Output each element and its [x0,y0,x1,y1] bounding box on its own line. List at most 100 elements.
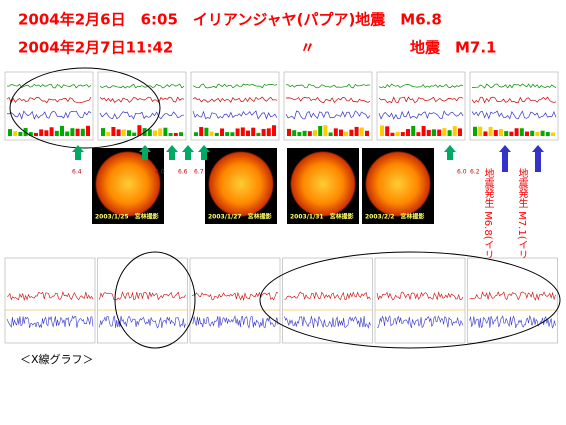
arrow-label: 4.0 [155,169,165,176]
panel [189,257,281,344]
sun [208,151,274,217]
bar [545,132,550,136]
panel [467,257,558,344]
bar [385,126,390,136]
bar [246,130,250,136]
highlight-ellipse [114,251,196,349]
arrow-head [499,145,511,152]
bar [432,129,436,136]
bar [235,128,240,136]
trace [469,291,556,301]
bar [525,131,529,136]
panel [376,71,466,141]
trace [471,83,557,89]
trace [191,314,279,329]
panel [190,71,280,141]
title-line-2-event: 地震 M7.1 [410,39,497,57]
bar [272,125,276,136]
bar [380,125,384,136]
arrow-label: 6.7 [194,169,204,176]
bar [261,128,266,136]
bar [179,132,183,136]
trace [284,315,371,329]
trace [99,315,186,329]
arrow-shaft [201,151,207,160]
bar [488,126,493,136]
trace [285,96,371,104]
bar [307,131,312,136]
bar [194,132,198,136]
bar [163,127,168,136]
bar [359,127,364,136]
bar [147,129,152,136]
title-line-2-ditto: 〃 [300,39,315,57]
trace [192,83,278,89]
bar [18,131,23,136]
sun [95,151,161,217]
arrow-head [72,145,84,152]
xray-graph [4,257,558,344]
bar [493,130,498,136]
bar [168,132,173,136]
highlight-ellipse [259,251,561,349]
bar [452,126,457,136]
bar [34,132,38,136]
bar [230,132,235,136]
panel [469,71,559,141]
bar [400,132,405,136]
xray-caption: ＜X線グラフ＞ [20,352,94,366]
bar [116,129,121,136]
bar [458,128,462,136]
bar [199,127,204,136]
bar [478,126,483,136]
trace [6,315,94,329]
bar [127,130,131,136]
arrow-head [139,145,151,152]
bar [220,128,224,136]
sun [365,151,431,217]
bar [225,132,230,136]
trace [378,83,464,89]
bar [75,128,80,136]
panel [283,71,373,141]
bar [256,132,261,136]
bar [509,131,514,136]
arrows [72,145,544,172]
trace [285,83,370,89]
arrow-label: 6.0 [457,169,467,176]
bar [313,130,317,136]
panel [282,257,373,344]
bar [49,127,54,136]
bar [499,128,503,136]
bar [86,125,90,136]
bar [153,130,157,136]
bar [28,132,33,136]
bar [411,125,416,136]
bar [328,132,333,136]
panel [4,71,94,141]
highlight-ellipse [9,67,161,149]
sun-caption: 2003/1/31 宮林撮影 [290,213,355,221]
panel [97,257,188,344]
bar [519,128,524,136]
arrow-shaft [169,151,175,160]
trace [192,96,278,103]
arrow-head [182,145,194,152]
trace [6,96,92,104]
bar [344,131,349,136]
trace [376,315,464,329]
bar [339,129,343,136]
trace [99,291,186,301]
arrow-shaft [447,151,453,160]
arrow-shaft [75,151,81,160]
arrow-label: 6.6 [178,169,188,176]
sun-caption: 2003/2/2 宮林撮影 [365,213,425,221]
bar [302,130,307,136]
bar [365,130,369,136]
bar [106,131,111,136]
bar [287,128,291,136]
bar [292,130,297,136]
sun-caption: 2003/1/27 宮林撮影 [208,213,273,221]
arrow-shaft [142,151,148,160]
